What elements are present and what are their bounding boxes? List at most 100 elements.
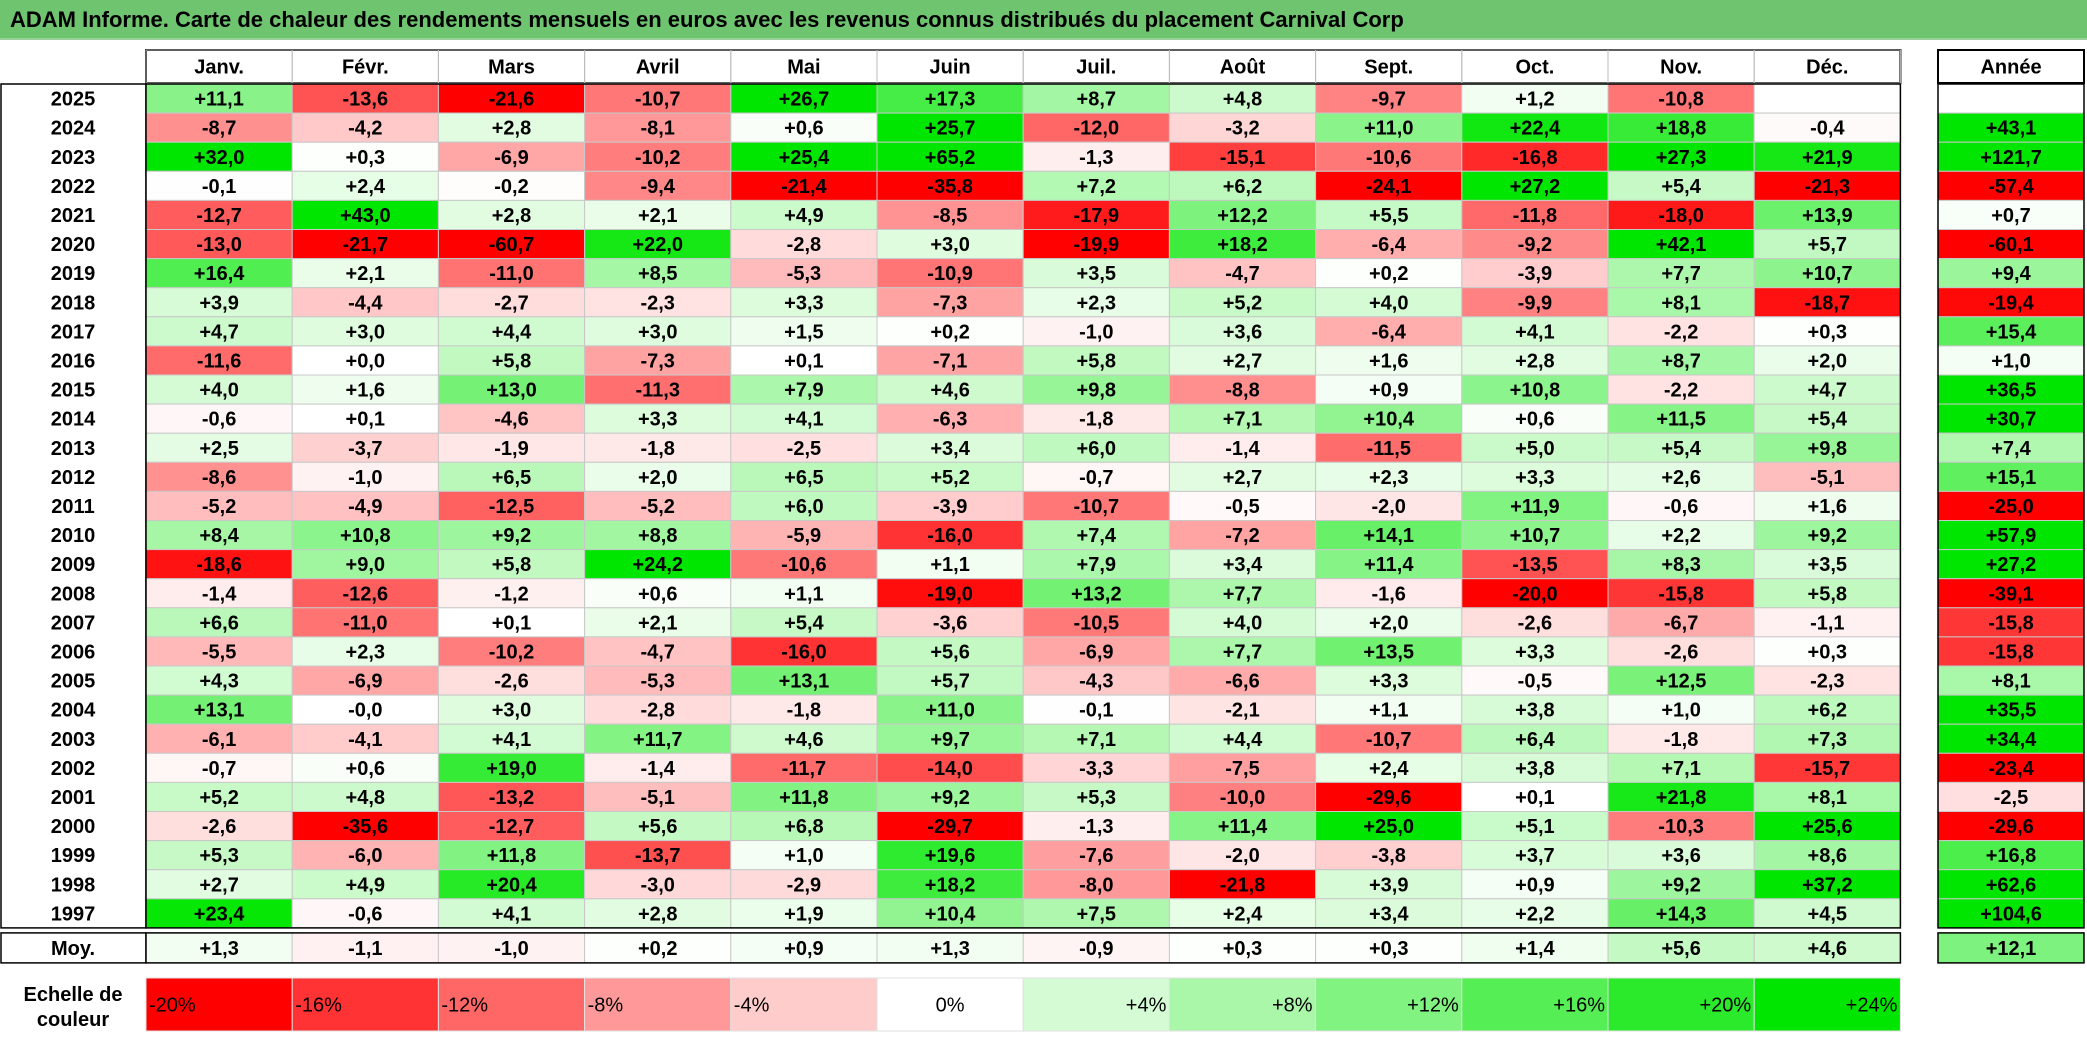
annual-cell [1937,83,2085,114]
cell-value: -15,7 [1805,758,1851,780]
cell-value: -11,0 [343,612,387,634]
heatmap-cell [876,316,1024,347]
heatmap-cell [437,316,586,347]
scale-step-label: +24% [1846,995,1898,1017]
cell-value: +10,4 [925,903,976,925]
cell-value: +19,6 [925,845,976,867]
cell-value: +7,1 [1223,409,1262,431]
cell-value: -0,2 [494,176,528,198]
heatmap-cell [1168,345,1317,376]
cell-value: +2,1 [346,263,385,285]
average-cell [291,932,439,964]
cell-value: +7,5 [1077,903,1116,925]
heatmap-cell [1168,316,1317,347]
heatmap-cell [145,170,293,201]
annual-value: +0,7 [1991,205,2030,227]
heatmap-cell [1607,112,1755,143]
heatmap-cell [1753,316,1901,347]
cell-value: -2,7 [494,292,528,314]
cell-value: +18,8 [1656,118,1707,140]
cell-value: +2,2 [1515,903,1554,925]
cell-value: +0,1 [346,409,385,431]
cell-value: -1,8 [1079,409,1113,431]
cell-value: -4,9 [348,496,382,518]
cell-value: +1,9 [784,903,823,925]
cell-value: -4,4 [348,292,383,314]
cell-value: -3,3 [1079,758,1113,780]
cell-value: +0,9 [1515,874,1554,896]
cell-value: -0,5 [1225,496,1259,518]
cell-value: +2,8 [1515,350,1554,372]
cell-value: +27,3 [1656,147,1707,169]
heatmap-cell [1022,723,1170,754]
cell-value: +2,7 [199,874,238,896]
cell-value: +6,0 [784,496,823,518]
heatmap-cell [1461,636,1609,667]
annual-value: -39,1 [1988,583,2034,605]
month-header-label: Janv. [194,57,244,79]
cell-value: -11,5 [1366,438,1410,460]
cell-value: +4,1 [784,409,823,431]
annual-value: -60,1 [1988,234,2034,256]
heatmap-cell [145,403,293,434]
cell-value: -3,9 [1518,263,1552,285]
cell-value: -9,9 [1518,292,1552,314]
annual-value: -19,4 [1988,292,2034,314]
cell-value: +9,2 [1661,874,1700,896]
heatmap-cell [1022,258,1170,289]
cell-value: +5,7 [930,671,969,693]
cell-value: +1,2 [1515,89,1554,111]
cell-value: -10,7 [635,89,681,111]
cell-value: +11,8 [779,787,829,809]
scale-swatch [291,977,439,1032]
cell-value: +2,8 [492,118,531,140]
heatmap-cell [876,607,1024,638]
heatmap-cell [876,258,1024,289]
scale-step-label: +12% [1407,995,1459,1017]
heatmap-cell [1168,374,1317,405]
heatmap-cell [876,170,1024,201]
cell-value: -10,5 [1074,612,1120,634]
cell-value: +19,0 [486,758,537,780]
cell-value: -11,0 [489,263,533,285]
cell-value: -19,9 [1074,234,1120,256]
heatmap-cell [1315,490,1463,521]
heatmap-cell [1461,83,1609,114]
heatmap-cell [1753,258,1901,289]
cell-value: -21,7 [343,234,389,256]
heatmap-cell [876,869,1024,900]
cell-value: +8,1 [1661,292,1700,314]
month-header-label: Juin [930,57,971,79]
average-frame [145,932,1902,964]
cell-value: +5,4 [784,612,824,634]
heatmap-cell [876,345,1024,376]
cell-value: -11,7 [782,758,826,780]
heatmap-cell [1168,199,1317,230]
cell-value: +13,0 [486,380,537,402]
year-label: 2005 [51,671,96,693]
cell-value: -6,9 [348,671,382,693]
heatmap-cell [876,229,1024,260]
cell-value: +12,2 [1217,205,1268,227]
cell-value: +7,3 [1808,729,1847,751]
heatmap-cell [584,112,732,143]
cell-value: +3,0 [930,234,969,256]
average-value: +1,4 [1515,938,1555,960]
cell-value: -1,9 [494,438,528,460]
cell-value: +0,1 [1515,787,1554,809]
annual-value: -25,0 [1988,496,2034,518]
cell-value: -2,5 [787,438,821,460]
average-value: +0,9 [784,938,823,960]
cell-value: +0,2 [1369,263,1408,285]
cell-value: -1,4 [1225,438,1260,460]
cell-value: +13,1 [194,700,245,722]
cell-value: +0,0 [346,350,385,372]
heatmap-cell [1315,811,1463,842]
year-label: 2010 [51,525,96,547]
average-cell [1461,932,1609,964]
title-bar: ADAM Informe. Carte de chaleur des rende… [0,0,2087,40]
heatmap-cell [730,287,878,318]
heatmap-cell [1022,490,1170,521]
month-header-label: Avril [636,57,680,79]
